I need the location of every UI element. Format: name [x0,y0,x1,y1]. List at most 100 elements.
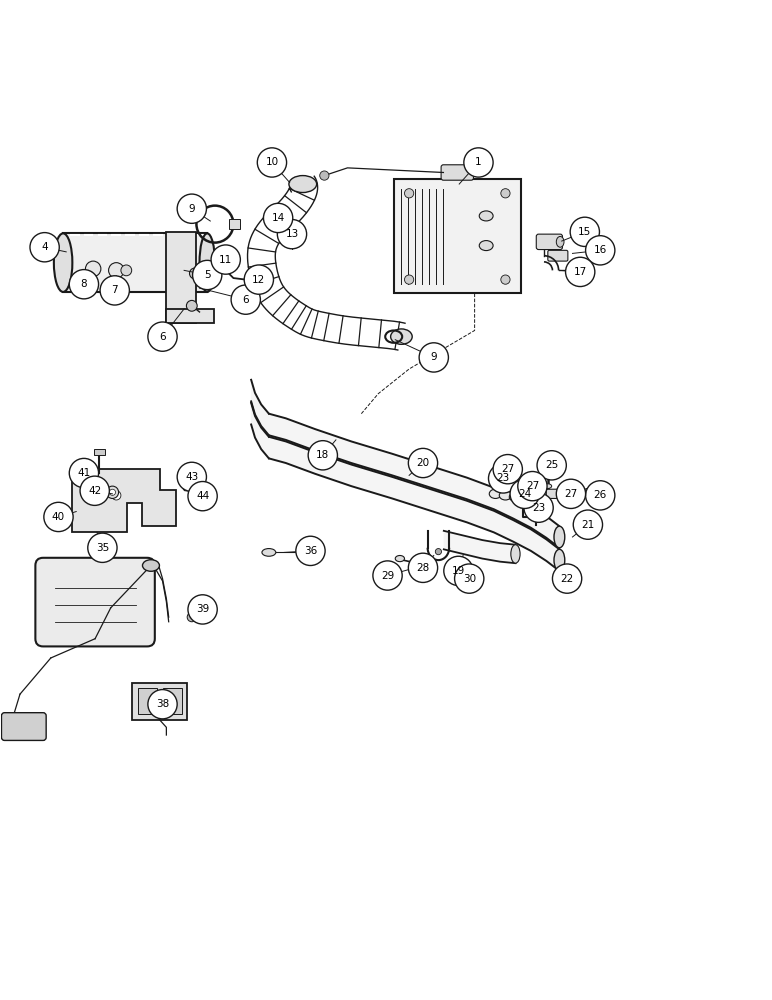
Text: 14: 14 [272,213,285,223]
FancyBboxPatch shape [394,179,521,293]
Ellipse shape [557,236,564,247]
Text: 12: 12 [252,275,266,285]
Ellipse shape [544,484,552,488]
Ellipse shape [479,241,493,251]
Ellipse shape [554,549,565,571]
Circle shape [88,533,117,562]
Circle shape [571,217,600,246]
Text: 13: 13 [286,229,299,239]
Text: 44: 44 [196,491,209,501]
FancyBboxPatch shape [441,165,473,180]
Circle shape [444,556,473,586]
Text: 23: 23 [532,503,545,513]
Circle shape [121,265,132,276]
Text: 19: 19 [452,566,465,576]
FancyBboxPatch shape [547,489,562,498]
Ellipse shape [289,176,317,193]
Circle shape [493,455,523,484]
Ellipse shape [479,211,493,221]
Circle shape [405,189,414,198]
Circle shape [231,285,260,314]
Text: 6: 6 [159,332,166,342]
Circle shape [188,595,217,624]
Text: 26: 26 [594,490,607,500]
Circle shape [501,275,510,284]
Text: 27: 27 [564,489,577,499]
FancyBboxPatch shape [2,713,46,740]
Circle shape [244,265,273,294]
Circle shape [69,270,99,299]
Polygon shape [72,469,175,532]
Circle shape [44,502,73,532]
Circle shape [110,489,116,495]
Circle shape [107,486,119,498]
Text: 43: 43 [185,472,198,482]
Circle shape [435,549,442,555]
Circle shape [251,274,262,285]
Text: 23: 23 [496,473,510,483]
Circle shape [464,148,493,177]
Text: 40: 40 [52,512,65,522]
Circle shape [586,481,615,510]
Ellipse shape [54,233,73,292]
Circle shape [419,343,449,372]
FancyBboxPatch shape [548,250,568,261]
Text: 9: 9 [188,204,195,214]
Circle shape [112,491,121,500]
Text: 27: 27 [526,481,539,491]
Ellipse shape [262,549,276,556]
Circle shape [274,216,285,226]
Text: 36: 36 [304,546,317,556]
Text: 35: 35 [96,543,109,553]
Circle shape [553,564,582,593]
Circle shape [291,232,299,240]
Circle shape [109,263,124,278]
Text: 21: 21 [581,520,594,530]
Circle shape [501,189,510,198]
Circle shape [80,476,110,505]
Text: 42: 42 [88,486,101,496]
Text: 11: 11 [219,255,232,265]
Ellipse shape [584,488,592,493]
Circle shape [263,203,293,233]
Text: 39: 39 [196,604,209,614]
Ellipse shape [520,494,532,503]
Text: 20: 20 [416,458,429,468]
FancyBboxPatch shape [167,309,214,323]
FancyBboxPatch shape [229,219,239,229]
Circle shape [148,690,177,719]
Ellipse shape [391,329,412,344]
Circle shape [189,495,200,505]
FancyBboxPatch shape [529,480,544,489]
FancyBboxPatch shape [163,688,181,714]
Circle shape [566,257,595,287]
Circle shape [537,451,567,480]
Ellipse shape [499,491,512,500]
FancyBboxPatch shape [94,449,105,455]
Circle shape [408,553,438,582]
Ellipse shape [199,233,215,292]
Text: 4: 4 [42,242,48,252]
Circle shape [557,479,586,508]
Text: 25: 25 [545,460,558,470]
Circle shape [189,268,200,279]
Circle shape [510,479,540,508]
Circle shape [518,471,547,501]
Circle shape [524,493,554,522]
Ellipse shape [143,560,160,571]
Ellipse shape [395,555,405,562]
Circle shape [69,458,99,488]
Circle shape [148,322,177,351]
Circle shape [86,261,101,277]
Circle shape [373,561,402,590]
Text: 5: 5 [204,270,211,280]
Circle shape [177,462,206,492]
Circle shape [30,233,59,262]
Circle shape [586,236,615,265]
Text: 7: 7 [111,285,118,295]
Text: 10: 10 [266,157,279,167]
Circle shape [489,464,518,493]
Text: 8: 8 [80,279,87,289]
Circle shape [574,510,602,539]
FancyBboxPatch shape [132,683,187,720]
